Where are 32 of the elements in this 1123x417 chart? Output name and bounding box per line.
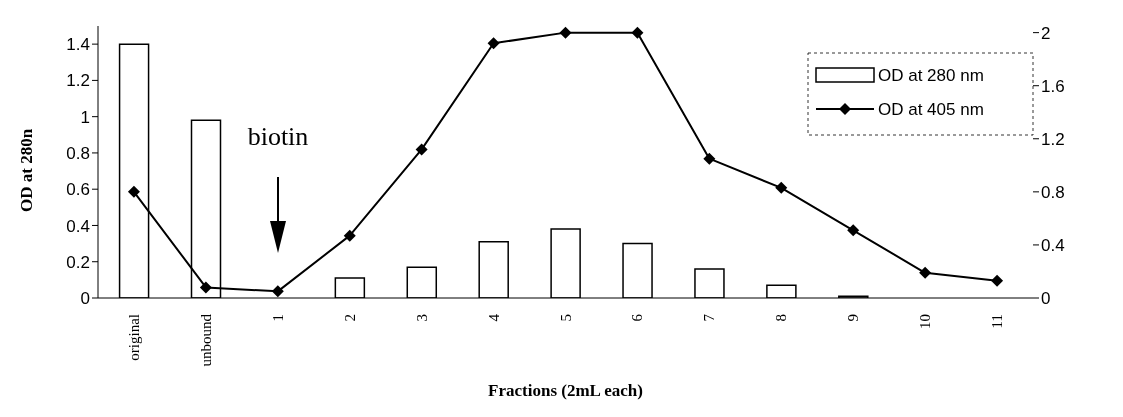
y-tick-label: 0.2: [66, 252, 90, 272]
annotation: biotin: [247, 122, 309, 151]
y2-tick-label: 0.4: [1041, 235, 1065, 255]
x-tick-label: 3: [413, 314, 430, 322]
x-tick-label: 1: [269, 314, 286, 322]
y-axis-title: OD at 280n: [17, 128, 37, 212]
x-tick-label: unbound: [197, 313, 214, 367]
x-tick-label: 11: [989, 314, 1006, 329]
x-tick-label: 10: [917, 314, 934, 329]
y2-tick-label: 1.6: [1041, 76, 1065, 96]
y-tick-label: 1: [80, 107, 90, 127]
y2-tick-label: 0: [1041, 289, 1051, 309]
y-tick-label: 0.4: [66, 216, 90, 236]
y-tick-label: 0: [80, 289, 90, 309]
y-tick-label: 1.4: [66, 35, 90, 55]
y2-tick-label: 0.8: [1041, 182, 1065, 202]
y2-tick-label: 1.2: [1041, 129, 1065, 149]
y-tick-label: 0.6: [66, 180, 90, 200]
legend-label: OD at 280 nm: [878, 65, 984, 85]
x-tick-label: 5: [557, 314, 574, 322]
x-tick-label: 2: [341, 314, 358, 322]
y2-tick-label: 2: [1041, 23, 1051, 43]
x-axis-title: Fractions (2mL each): [488, 381, 643, 400]
x-tick-label: 7: [701, 313, 718, 322]
y-tick-label: 1.2: [66, 71, 90, 91]
y-tick-label: 0.8: [66, 143, 90, 163]
x-tick-label: original: [125, 314, 142, 361]
x-tick-label: 8: [773, 314, 790, 322]
x-tick-label: 4: [485, 313, 502, 322]
x-tick-label: 6: [629, 313, 646, 322]
legend-label: OD at 405 nm: [878, 99, 984, 119]
x-tick-label: 9: [845, 314, 862, 322]
